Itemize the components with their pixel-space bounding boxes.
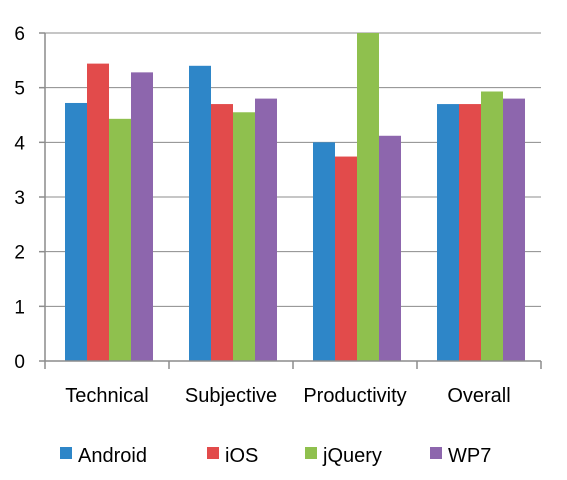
bar-android-productivity: [313, 142, 335, 361]
legend-label-wp7: WP7: [448, 445, 491, 467]
bar-ios-productivity: [335, 156, 357, 361]
legend-swatch-wp7: [430, 447, 442, 459]
bar-ios-technical: [87, 63, 109, 361]
legend-label-jquery: jQuery: [322, 445, 382, 467]
y-tick-label: 1: [14, 297, 25, 318]
bar-android-overall: [437, 104, 459, 362]
x-axis-category-labels: Technical Subjective Productivity Overal…: [65, 385, 510, 407]
x-category-label: Technical: [65, 385, 148, 407]
legend-swatch-android: [60, 447, 72, 459]
x-category-label: Subjective: [185, 385, 277, 407]
axes: [39, 32, 542, 369]
bar-wp7-subjective: [255, 98, 277, 361]
bar-wp7-overall: [503, 98, 525, 361]
bar-jquery-subjective: [233, 112, 255, 362]
y-tick-label: 4: [14, 133, 25, 154]
bars: [65, 33, 525, 362]
bar-jquery-overall: [481, 91, 503, 361]
bar-jquery-technical: [109, 118, 131, 362]
legend-swatch-ios: [207, 447, 219, 459]
y-tick-label: 6: [14, 24, 25, 45]
bar-android-subjective: [189, 65, 211, 362]
bar-jquery-productivity: [357, 33, 379, 361]
y-tick-label: 5: [14, 79, 25, 100]
legend: Android iOS jQuery WP7: [60, 445, 491, 467]
y-tick-label: 2: [14, 243, 25, 264]
x-category-label: Overall: [447, 385, 510, 407]
y-tick-label: 3: [14, 188, 25, 209]
bar-wp7-technical: [131, 72, 153, 362]
bar-wp7-productivity: [379, 135, 401, 361]
y-tick-label: 0: [14, 352, 25, 373]
legend-swatch-jquery: [305, 447, 317, 459]
legend-label-android: Android: [78, 445, 147, 467]
bar-ios-overall: [459, 104, 481, 362]
y-axis-tick-labels: 0 1 2 3 4 5 6: [14, 24, 25, 373]
legend-label-ios: iOS: [225, 445, 258, 467]
bar-android-technical: [65, 102, 87, 362]
bar-ios-subjective: [211, 104, 233, 362]
x-category-label: Productivity: [303, 385, 406, 407]
